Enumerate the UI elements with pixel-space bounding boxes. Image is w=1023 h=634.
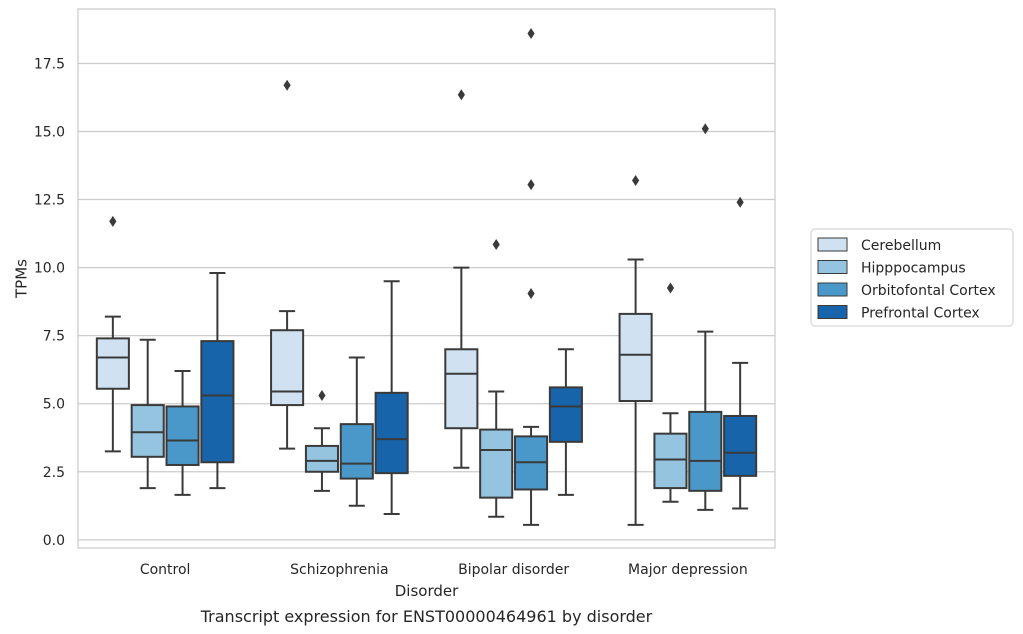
y-tick-label: 5.0 [43, 397, 65, 413]
box-plots [95, 28, 758, 526]
box-cerebellum [444, 89, 479, 469]
legend-label: Prefrontal Cortex [861, 306, 980, 322]
box-prefrontal-cortex [723, 196, 758, 510]
y-tick-label: 0.0 [43, 533, 65, 549]
legend-swatch [817, 237, 848, 252]
box-iqr [374, 391, 409, 475]
legend-frame [810, 228, 1014, 327]
outlier-point [527, 28, 535, 39]
box-cerebellum [270, 79, 305, 450]
legend: Cerebellum Hipppocampus Orbitofontal Corte… [810, 228, 1014, 327]
box-iqr [618, 312, 653, 402]
box-iqr [200, 340, 235, 464]
box-iqr [723, 414, 758, 477]
outlier-point [527, 179, 535, 191]
outlier-point [736, 196, 744, 208]
y-tick-label: 15.0 [34, 125, 65, 141]
box-iqr [444, 348, 479, 430]
y-gridlines [78, 62, 775, 541]
box-iqr [339, 423, 374, 480]
outlier-point [701, 123, 709, 135]
box-orbitofontal-cortex [514, 28, 549, 526]
box-iqr [304, 444, 339, 473]
y-tick-label: 2.5 [43, 465, 65, 481]
box-orbitofontal-cortex [165, 370, 200, 496]
outlier-point [109, 215, 117, 227]
legend-label: Cerebellum [861, 238, 941, 254]
y-tick-label: 7.5 [43, 329, 65, 345]
x-tick-label: Major depression [628, 562, 748, 578]
box-orbitofontal-cortex [339, 356, 374, 507]
legend-swatch [817, 305, 848, 319]
box-iqr [479, 428, 514, 499]
y-tick-labels: 0.0 2.5 5.0 7.5 10.0 12.5 15.0 17.5 [34, 56, 65, 548]
x-tick-label: Bipolar disorder [458, 562, 569, 578]
box-iqr [95, 337, 130, 390]
box-iqr [165, 405, 200, 466]
outlier-point [632, 175, 640, 186]
box-iqr [548, 386, 583, 443]
box-iqr [653, 432, 688, 490]
box-prefrontal-cortex [374, 280, 409, 515]
outlier-point [318, 390, 326, 402]
legend-swatch [817, 282, 848, 297]
x-axis-label: Disorder [395, 582, 459, 600]
x-tick-label: Schizophrenia [290, 562, 388, 578]
legend-label: Hipppocampus [861, 261, 966, 277]
box-hipppocampus [130, 338, 165, 490]
box-prefrontal-cortex [200, 272, 235, 490]
y-tick-label: 10.0 [34, 261, 65, 277]
y-axis-label: TPMs [12, 259, 30, 299]
outlier-point [492, 238, 500, 250]
box-hipppocampus [304, 390, 339, 492]
legend-swatch [817, 260, 848, 274]
y-tick-label: 17.5 [34, 56, 65, 72]
box-prefrontal-cortex [548, 348, 583, 496]
box-iqr [130, 404, 165, 458]
box-cerebellum [95, 215, 130, 453]
plot-area-frame [77, 8, 776, 549]
box-hipppocampus [653, 282, 688, 503]
box-hipppocampus [479, 238, 514, 518]
box-orbitofontal-cortex [688, 123, 723, 511]
box-iqr [270, 329, 305, 407]
legend-label: Orbitofontal Cortex [861, 283, 996, 299]
box-iqr [688, 410, 723, 492]
outlier-point [283, 79, 291, 91]
y-tick-label: 12.5 [34, 193, 65, 209]
x-tick-label: Control [140, 562, 191, 578]
outlier-point [666, 282, 675, 294]
box-cerebellum [618, 175, 653, 526]
x-tick-labels: Control Schizophrenia Bipolar disorder Majo… [140, 562, 748, 578]
outlier-point [457, 89, 465, 101]
chart-caption: Transcript expression for ENST0000046496… [200, 607, 653, 626]
outlier-point [527, 287, 535, 299]
